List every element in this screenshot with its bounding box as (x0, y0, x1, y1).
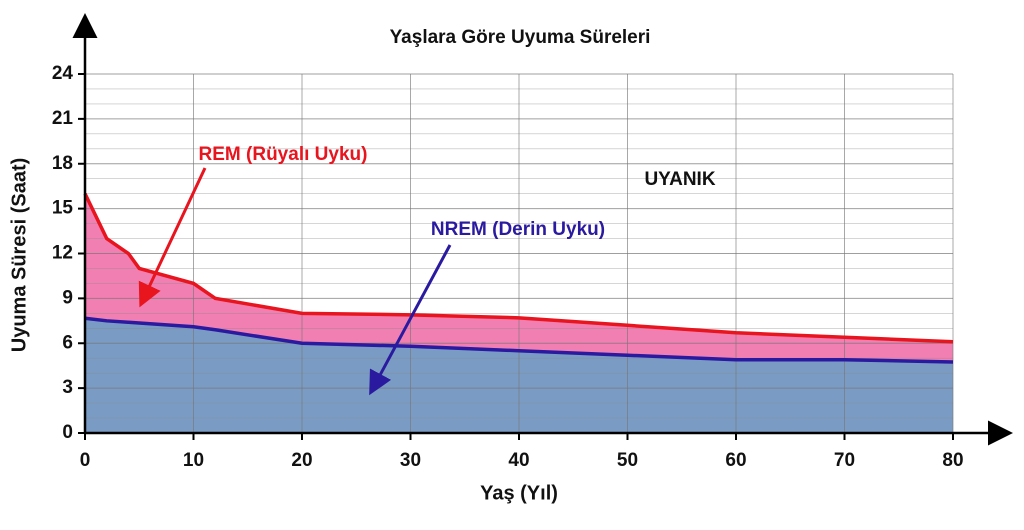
y-tick-label: 15 (52, 198, 74, 219)
y-tick-label: 3 (62, 377, 73, 398)
rem-arrow (138, 167, 207, 308)
x-tick-label: 50 (617, 450, 638, 471)
annotation: UYANIK (644, 169, 715, 190)
x-tick-label: 40 (508, 450, 529, 471)
x-tick-label: 20 (291, 450, 312, 471)
y-axis-label: Uyuma Süresi (Saat) (8, 158, 30, 353)
y-tick-label: 12 (52, 243, 73, 264)
x-tick-label: 0 (80, 450, 91, 471)
chart-title: Yaşlara Göre Uyuma Süreleri (390, 27, 651, 48)
series-label: REM (Rüyalı Uyku) (199, 144, 368, 165)
nrem-arrow (369, 244, 452, 396)
x-axis-label: Yaş (Yıl) (480, 482, 558, 504)
y-tick-label: 9 (62, 287, 73, 308)
x-tick-label: 10 (183, 450, 204, 471)
series-label: NREM (Derin Uyku) (431, 219, 605, 240)
x-tick-label: 70 (834, 450, 855, 471)
x-tick-label: 60 (725, 450, 746, 471)
y-tick-label: 21 (52, 108, 74, 129)
x-tick-label: 80 (942, 450, 963, 471)
series-line (84, 316, 954, 364)
series-line (83, 192, 954, 344)
y-tick-label: 6 (62, 332, 73, 353)
x-tick-label: 30 (400, 450, 421, 471)
y-tick-label: 0 (62, 422, 73, 443)
y-tick-label: 18 (52, 153, 73, 174)
plot-area (83, 73, 954, 434)
y-tick-label: 24 (52, 63, 74, 84)
